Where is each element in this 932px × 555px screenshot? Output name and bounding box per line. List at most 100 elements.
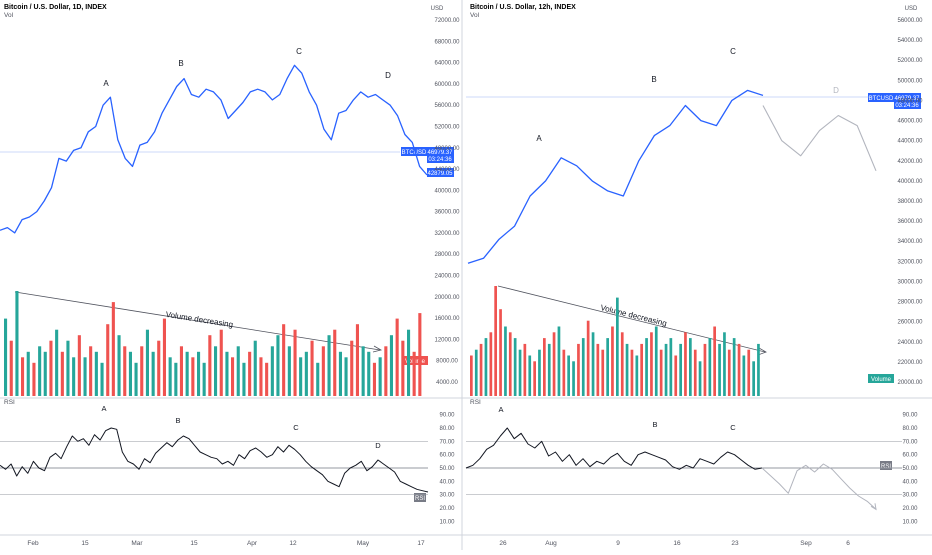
left-volume-bar <box>162 318 166 396</box>
right-volume-bar <box>635 355 639 396</box>
right-price-axis-unit: USD <box>905 6 918 12</box>
right-volume-bar <box>732 338 736 396</box>
right-volume-bar <box>470 355 473 396</box>
left-volume-bar <box>197 351 201 396</box>
left-volume-trend-arrow <box>14 291 381 351</box>
right-volume-bar <box>474 349 478 396</box>
right-price-tick: 34000.00 <box>897 239 923 245</box>
left-volume-bar <box>270 346 274 396</box>
left-volume-bar <box>32 362 36 396</box>
left-wave-label: D <box>385 71 391 80</box>
right-wave-label: C <box>730 47 736 56</box>
left-volume-bar <box>191 357 195 396</box>
right-price-tick: 52000.00 <box>897 58 923 64</box>
left-price-tick: 20000.00 <box>434 295 460 301</box>
left-rsi-tick: 90.00 <box>439 413 455 419</box>
left-price-tick: 68000.00 <box>434 39 460 45</box>
left-volume-bar <box>72 357 76 396</box>
right-rsi-tick: 20.00 <box>902 506 918 512</box>
left-time-tick: Apr <box>247 540 258 547</box>
left-volume-bar <box>299 357 303 396</box>
left-volume-bar <box>202 362 206 396</box>
left-volume-bar <box>321 346 325 396</box>
right-volume-bar <box>499 309 502 396</box>
right-price-tick: 50000.00 <box>897 78 923 84</box>
left-price-tick: 28000.00 <box>434 252 460 258</box>
right-volume-bar <box>718 343 721 396</box>
right-time-tick: Aug <box>545 540 557 547</box>
left-volume-bar <box>333 329 337 396</box>
left-volume-bar <box>395 318 399 396</box>
left-price-tick: 56000.00 <box>434 103 460 109</box>
right-volume-bar <box>698 361 702 396</box>
left-volume-bar <box>49 340 53 396</box>
left-volume-bar <box>106 324 110 396</box>
left-volume-bar <box>361 346 365 396</box>
left-volume-bar <box>128 351 132 396</box>
right-volume-bar <box>484 338 488 396</box>
right-volume-bar <box>616 297 619 396</box>
right-volume-bar <box>689 338 692 396</box>
left-price-tick: 64000.00 <box>434 61 460 67</box>
left-price-tick: 48000.00 <box>434 146 460 152</box>
right-volume-bar <box>552 332 556 396</box>
left-price-tick: 36000.00 <box>434 210 460 216</box>
left-volume-bar <box>401 340 405 396</box>
right-volume-bar <box>504 326 507 396</box>
right-price-tick: 26000.00 <box>897 320 923 326</box>
right-price-tick: 44000.00 <box>897 139 923 145</box>
left-volume-bar <box>276 335 280 396</box>
left-header-title: Bitcoin / U.S. Dollar, 1D, INDEX <box>4 4 107 11</box>
svg-text:Volume: Volume <box>871 377 892 383</box>
left-rsi-tick: 80.00 <box>439 426 455 432</box>
left-volume-bar <box>60 351 64 396</box>
right-volume-bar <box>606 338 609 396</box>
left-rsi-wave-label: A <box>101 404 106 413</box>
right-volume-bar <box>591 332 595 396</box>
svg-text:RSI: RSI <box>415 496 425 502</box>
left-time-tick: 15 <box>190 540 198 547</box>
right-rsi-wave-label: C <box>730 423 736 432</box>
left-badge-symbol: BTCUSD <box>402 150 427 156</box>
left-volume-bar <box>21 357 25 396</box>
left-volume-bar <box>253 340 257 396</box>
left-rsi-badge: RSI <box>414 493 426 502</box>
left-rsi-tick: 20.00 <box>439 506 455 512</box>
right-header-title: Bitcoin / U.S. Dollar, 12h, INDEX <box>470 4 576 11</box>
left-price-tick: 52000.00 <box>434 124 460 130</box>
left-low-badge: 42879.05 <box>427 171 453 177</box>
right-rsi-tick: 60.00 <box>902 453 918 459</box>
right-volume-bar <box>562 349 566 396</box>
right-volume-bar <box>577 343 580 396</box>
right-volume-bar <box>664 343 668 396</box>
right-volume-bar <box>737 343 741 396</box>
left-volume-bar <box>327 335 331 396</box>
right-rsi-label: RSI <box>470 399 481 406</box>
left-volume-bar <box>66 340 70 396</box>
right-volume-bar <box>640 343 643 396</box>
right-rsi-line <box>465 427 763 470</box>
left-volume-bar <box>259 357 263 396</box>
right-price-tick: 30000.00 <box>897 279 923 285</box>
right-price-tick: 46000.00 <box>897 119 923 125</box>
right-time-tick: 6 <box>846 540 850 547</box>
right-volume-bar <box>513 338 517 396</box>
right-volume-bar <box>489 332 493 396</box>
right-rsi-tick: 30.00 <box>902 493 918 499</box>
right-volume-bar <box>693 349 697 396</box>
right-volume-bar <box>669 338 673 396</box>
left-time-tick: 15 <box>81 540 89 547</box>
left-price-tick: 32000.00 <box>434 231 460 237</box>
left-volume-trend-label: Volume decreasing <box>165 310 234 329</box>
right-badge-price: 46979.37 <box>894 96 920 102</box>
left-volume-bar <box>9 340 13 396</box>
left-volume-bar <box>123 346 127 396</box>
right-volume-bar <box>723 332 726 396</box>
left-rsi-line <box>0 427 429 493</box>
left-volume-bar <box>43 351 47 396</box>
left-price-tick: 16000.00 <box>434 316 460 322</box>
left-volume-bar <box>282 324 286 396</box>
right-volume-bar <box>713 326 716 396</box>
left-volume-bar <box>236 346 240 396</box>
